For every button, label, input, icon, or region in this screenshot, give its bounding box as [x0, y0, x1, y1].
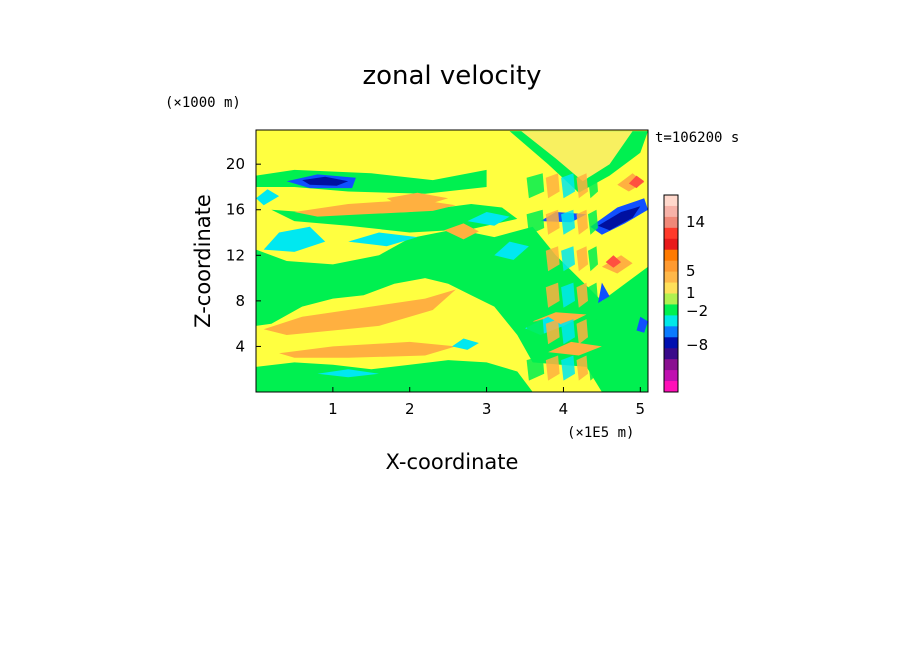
field-wave-streak [588, 246, 598, 272]
colorbar-swatch [664, 293, 678, 305]
field-region-orange [263, 289, 456, 335]
colorbar-label: 5 [686, 262, 696, 280]
y-axis-label: Z-coordinate [191, 194, 215, 328]
field-wave-streak [545, 246, 560, 272]
field-wave-streak [588, 319, 598, 345]
field-region-red [628, 175, 645, 189]
chart-title: zonal velocity [362, 61, 541, 91]
x-tick-label: 5 [636, 400, 646, 418]
field-region-green [256, 360, 533, 392]
field-wave-streak [526, 319, 545, 345]
field-wave-streak [576, 173, 588, 199]
field-wave-streak [545, 173, 560, 199]
field-region-cyan [452, 338, 479, 350]
field-wave-streak [526, 246, 545, 272]
field-region-dark_blue [302, 176, 349, 186]
colorbar-swatch [664, 260, 678, 273]
field-region-cyan [317, 369, 379, 378]
field-region-orange [548, 341, 602, 356]
plot-frame [255, 129, 649, 393]
colorbar-label: −8 [686, 336, 708, 354]
y-axis-ticks: 4 8 12 16 20 [226, 155, 261, 355]
field-region-cyan [348, 232, 418, 247]
field-region-green [271, 204, 518, 233]
x-tick-label: 4 [559, 400, 569, 418]
colorbar-swatch [664, 315, 678, 327]
field-wave-streak [561, 282, 575, 308]
colorbar-swatch [664, 227, 678, 240]
colorbar-swatch [664, 370, 678, 382]
field-region-dark_blue [598, 206, 641, 231]
field-wave-streak [545, 282, 560, 308]
colorbar-label: −2 [686, 302, 708, 320]
colorbar [664, 195, 678, 393]
colorbar-swatch [664, 216, 678, 229]
y-unit-label: (×1000 m) [165, 95, 241, 111]
field-wave-streak [576, 319, 588, 345]
field-wave-streak [576, 209, 588, 235]
field-region-orange [279, 341, 456, 358]
colorbar-swatch [664, 359, 678, 371]
field-wave-streak [526, 173, 545, 199]
field-wave-streak [561, 173, 575, 199]
colorbar-swatch [664, 282, 678, 294]
field-region-cyan [467, 212, 510, 226]
x-axis-ticks: 1 2 3 4 5 [328, 387, 645, 418]
field-wave-streak [545, 355, 560, 381]
contour-field [256, 130, 648, 392]
field-region-orange [386, 192, 449, 206]
field-region-red [605, 255, 622, 268]
field-wave-streak [588, 209, 598, 235]
y-tick-label: 12 [226, 246, 245, 264]
colorbar-swatch [664, 304, 678, 316]
colorbar-frame [663, 194, 679, 393]
colorbar-swatch [664, 205, 678, 218]
field-wave-streak [561, 355, 575, 381]
colorbar-swatch [664, 271, 678, 284]
x-tick-label: 2 [405, 400, 415, 418]
x-tick-label: 1 [328, 400, 338, 418]
field-region-blue [636, 316, 648, 333]
field-wave-streak [588, 282, 598, 308]
colorbar-swatch [664, 348, 678, 360]
colorbar-labels: 14 5 1−2 −8 [686, 213, 708, 354]
field-wave-streak [576, 355, 588, 381]
colorbar-label: 14 [686, 213, 705, 231]
colorbar-swatch [664, 326, 678, 338]
field-region-blue [598, 282, 610, 304]
y-tick-label: 4 [235, 337, 245, 355]
field-wave-streak [526, 282, 545, 308]
colorbar-swatch [664, 249, 678, 262]
colorbar-swatch [664, 238, 678, 251]
field-wave-streak [545, 209, 560, 235]
field-wave-streak [526, 209, 545, 235]
field-wave-streak [561, 246, 575, 272]
x-axis-label: X-coordinate [386, 450, 519, 474]
colorbar-swatch [664, 195, 678, 207]
colorbar-swatch [664, 337, 678, 349]
x-tick-label: 3 [482, 400, 492, 418]
field-wave-streak [576, 282, 588, 308]
field-wave-streak [588, 355, 598, 381]
field-wave-streak [576, 246, 588, 272]
field-region-cyan [256, 189, 280, 206]
field-region-cyan [494, 241, 529, 260]
y-tick-label: 20 [226, 155, 245, 173]
field-region-orange [444, 223, 479, 240]
field-wave-streak [545, 319, 560, 345]
field-wave-streak [526, 355, 545, 381]
field-wave-streak [561, 209, 575, 235]
field-wave-streak [561, 319, 575, 345]
colorbar-label: 1 [686, 284, 696, 302]
time-label: t=106200 s [655, 130, 739, 146]
y-tick-label: 8 [235, 292, 245, 310]
field-region-light_yellow [521, 131, 633, 182]
field-region-cyan [263, 226, 326, 252]
field-wave-streak [588, 173, 598, 199]
colorbar-swatch [664, 381, 678, 393]
x-unit-label: (×1E5 m) [567, 425, 634, 441]
field-regions [256, 131, 648, 392]
y-tick-label: 16 [226, 201, 245, 219]
